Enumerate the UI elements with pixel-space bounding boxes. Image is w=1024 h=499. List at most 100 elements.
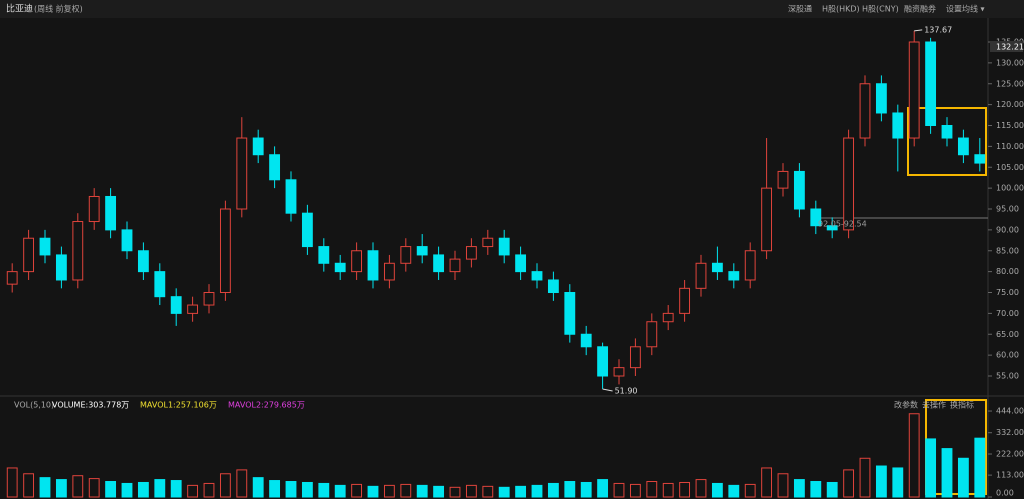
candle-body — [580, 333, 592, 348]
volume-bar — [662, 482, 674, 498]
candle-body — [629, 346, 641, 369]
volume-bar — [416, 484, 428, 498]
tab[interactable]: 融资融券 — [904, 4, 936, 14]
candle-body — [318, 246, 330, 264]
candle-body — [810, 208, 822, 227]
candle-body — [547, 279, 559, 294]
volume-bar — [613, 482, 625, 498]
volume-bar — [843, 469, 855, 498]
volume-bar — [679, 481, 691, 498]
volume-bar — [695, 479, 707, 498]
candle-body — [236, 137, 248, 210]
volume-bar — [39, 477, 51, 498]
volume-bar — [761, 467, 773, 498]
candle-body — [23, 237, 35, 273]
volume-bar — [646, 481, 658, 498]
volume-bar — [203, 482, 215, 498]
volume-bar — [892, 467, 904, 498]
y-tick-label: 0.00 — [996, 489, 1014, 498]
candle-body — [695, 262, 707, 289]
candle-body — [334, 262, 346, 273]
volume-bar — [875, 465, 887, 498]
volume-bar — [6, 467, 18, 498]
volume-bar — [170, 480, 182, 498]
candle-body — [416, 246, 428, 256]
candle-body — [433, 254, 445, 273]
candle-body — [400, 246, 412, 264]
candle-body — [941, 125, 953, 139]
volume-bar — [23, 473, 35, 498]
candle-body — [154, 271, 166, 298]
candle-body — [515, 254, 527, 273]
volume-bar — [252, 477, 264, 498]
panel-button[interactable]: 去操作 — [922, 400, 946, 410]
tab[interactable]: H股(HKD) — [822, 5, 860, 14]
volume-bar — [269, 480, 281, 498]
candle-body — [761, 187, 773, 252]
volume-bar — [465, 484, 477, 498]
volume-bar — [88, 478, 100, 498]
volume-bar — [564, 481, 576, 498]
y-tick-label: 90.00 — [996, 225, 1019, 234]
candle-body — [744, 250, 756, 281]
y-tick-label: 444.00 — [996, 407, 1024, 416]
volume-bar — [318, 482, 330, 498]
candle-body — [449, 258, 461, 273]
tab[interactable]: H股(CNY) — [862, 5, 899, 14]
volume-bar — [941, 448, 953, 498]
y-tick-label: 120.00 — [996, 100, 1024, 109]
volume-bar — [547, 482, 559, 498]
volume-bar — [859, 457, 871, 498]
y-tick-label: 125.00 — [996, 79, 1024, 88]
legend-entry: VOLUME:303.778万 — [52, 401, 129, 410]
panel-button[interactable]: 换指标 — [950, 400, 974, 410]
y-tick-label: 130.00 — [996, 58, 1024, 67]
candle-body — [498, 237, 510, 256]
candle-body — [187, 304, 199, 314]
legend-entry: MAVOL2:279.685万 — [228, 401, 305, 410]
y-tick-label: 105.00 — [996, 163, 1024, 172]
candle-body — [679, 287, 691, 314]
y-tick-label: 55.00 — [996, 372, 1019, 381]
volume-bar — [744, 483, 756, 498]
top-bar — [0, 0, 1024, 18]
range-label: 92.05-92.54 — [818, 220, 867, 229]
candle-body — [39, 237, 51, 256]
max-pointer — [914, 29, 923, 32]
period: (周线 前复权) — [34, 4, 83, 14]
panel-button[interactable]: 改参数 — [894, 400, 918, 410]
candle-body — [875, 83, 887, 114]
candle-body — [564, 292, 576, 335]
volume-bar — [515, 485, 527, 498]
y-tick-label: 75.00 — [996, 288, 1019, 297]
max-label: 137.67 — [924, 25, 952, 34]
candle-body — [285, 179, 297, 214]
y-tick-label: 222.00 — [996, 450, 1024, 459]
candle-body — [383, 262, 395, 281]
candle-body — [465, 246, 477, 260]
current-box — [990, 41, 1023, 52]
volume-bar — [433, 485, 445, 498]
y-tick-label: 65.00 — [996, 330, 1019, 339]
tab[interactable]: 深股通 — [788, 4, 812, 14]
candle-body — [646, 321, 658, 348]
volume-bar — [498, 486, 510, 498]
legend-entry: MAVOL1:257.106万 — [140, 401, 217, 410]
candle-body — [892, 112, 904, 139]
y-tick-label: 110.00 — [996, 142, 1024, 151]
candle-body — [88, 195, 100, 223]
tab[interactable]: 设置均线 ▾ — [946, 4, 985, 14]
volume-bar — [974, 437, 986, 498]
volume-bar — [777, 473, 789, 498]
volume-bar — [957, 457, 969, 498]
volume-bar — [925, 438, 937, 498]
volume-bar — [137, 481, 149, 498]
volume-bar — [482, 485, 494, 498]
candle-body — [252, 137, 264, 156]
candle-body — [777, 170, 789, 189]
volume-bar — [728, 484, 740, 498]
candle-body — [826, 225, 838, 231]
highlight-box — [907, 107, 987, 176]
candle-body — [203, 292, 215, 306]
